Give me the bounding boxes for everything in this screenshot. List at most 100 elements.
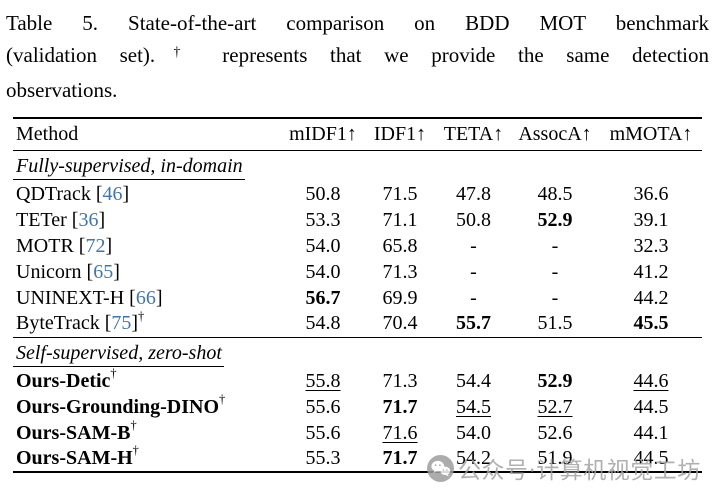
metric-value-cell: 52.6 — [510, 420, 600, 446]
metric-value-cell: 53.3 — [283, 207, 363, 233]
metric-value: 50.8 — [305, 182, 341, 205]
metric-value: 54.5 — [456, 395, 491, 418]
method-name: Unicorn — [16, 260, 82, 283]
dagger-symbol: † — [156, 43, 198, 59]
metric-value-cell: 71.1 — [363, 207, 437, 233]
metric-value-cell: 71.3 — [363, 259, 437, 285]
metric-value-cell: 70.4 — [363, 311, 437, 337]
metric-value: - — [470, 234, 477, 257]
metric-value-cell: 50.8 — [437, 207, 510, 233]
metric-value: 70.4 — [382, 312, 418, 335]
metric-value: 44.5 — [633, 395, 669, 418]
method-cell: MOTR [72] — [13, 233, 283, 259]
metric-value: 39.1 — [633, 208, 669, 231]
metric-value-cell: 44.2 — [600, 285, 702, 311]
metric-value: 45.5 — [633, 312, 669, 335]
metric-value: 55.6 — [305, 395, 341, 418]
metric-value-cell: 54.5 — [437, 394, 510, 420]
metric-value-cell: - — [510, 259, 600, 285]
metric-value: 71.7 — [382, 395, 418, 418]
metric-value: 54.0 — [305, 260, 341, 283]
metric-value: 56.7 — [305, 286, 341, 309]
table-row: TETer [36] 53.3 71.1 50.8 52.9 39.1 — [13, 207, 702, 233]
caption-line-2: (validation set).† represents that we pr… — [6, 39, 709, 74]
metric-value-cell: 45.5 — [600, 311, 702, 337]
metric-value: - — [470, 286, 477, 309]
metric-value: 71.3 — [382, 260, 418, 283]
table-caption: Table 5. State-of-the-art comparison on … — [6, 7, 709, 106]
metric-value: 71.6 — [382, 421, 418, 444]
citation-number: 72 — [85, 234, 106, 257]
metric-value-cell: 55.8 — [283, 368, 363, 394]
section-heading: Self-supervised, zero-shot — [13, 342, 224, 367]
metric-value: - — [470, 260, 477, 283]
section-heading-cell: Fully-supervised, in-domain — [13, 150, 702, 181]
section-heading: Fully-supervised, in-domain — [13, 155, 245, 180]
metric-value-cell: 55.6 — [283, 394, 363, 420]
metric-value-cell: 47.8 — [437, 181, 510, 207]
metric-value-cell: 71.7 — [363, 446, 437, 472]
col-header-teta: TETA↑ — [443, 122, 504, 145]
method-cell: TETer [36] — [13, 207, 283, 233]
method-name: MOTR — [16, 234, 74, 257]
method-name: TETer — [16, 208, 67, 231]
citation-number: 46 — [102, 182, 123, 205]
metric-value: 55.7 — [456, 312, 491, 335]
metric-value-cell: - — [510, 285, 600, 311]
method-cell: Unicorn [65] — [13, 259, 283, 285]
metric-value: 50.8 — [456, 208, 491, 231]
citation: [65] — [81, 260, 120, 283]
caption-line-3: observations. — [6, 78, 118, 102]
metric-value: 47.8 — [456, 182, 491, 205]
metric-value-cell: 54.8 — [283, 311, 363, 337]
metric-value-cell: 52.7 — [510, 394, 600, 420]
metric-value: 44.6 — [633, 369, 669, 392]
metric-value-cell: - — [437, 233, 510, 259]
metric-value-cell: 71.5 — [363, 181, 437, 207]
table-row: Unicorn [65] 54.0 71.3 - - 41.2 — [13, 259, 702, 285]
metric-value-cell: 69.9 — [363, 285, 437, 311]
metric-value: 52.9 — [537, 369, 573, 392]
metric-value: 44.1 — [633, 421, 669, 444]
section-row: Fully-supervised, in-domain — [13, 150, 702, 181]
section-heading-cell: Self-supervised, zero-shot — [13, 337, 702, 368]
metric-value: 69.9 — [382, 286, 418, 309]
metric-value-cell: 54.4 — [437, 368, 510, 394]
table-row: Ours-Grounding-DINO† 55.6 71.7 54.5 52.7 44.5 — [13, 393, 702, 420]
dagger-mark: † — [110, 365, 117, 380]
citation: [66] — [124, 286, 163, 309]
metric-value: 71.3 — [382, 369, 418, 392]
metric-value: 36.6 — [633, 182, 669, 205]
metric-value: 51.5 — [537, 312, 573, 335]
caption-line-1: Table 5. State-of-the-art comparison on … — [6, 11, 709, 35]
table-row: QDTrack [46] 50.8 71.5 47.8 48.5 36.6 — [13, 181, 702, 207]
table-row: MOTR [72] 54.0 65.8 - - 32.3 — [13, 233, 702, 259]
metric-value-cell: 48.5 — [510, 181, 600, 207]
metric-value: 48.5 — [537, 182, 573, 205]
citation-number: 75 — [111, 312, 132, 335]
results-table: Method mIDF1↑ IDF1↑ TETA↑ AssocA↑ mMOTA↑… — [13, 117, 702, 473]
method-name: Ours-SAM-B — [16, 421, 131, 444]
metric-value-cell: 52.9 — [510, 368, 600, 394]
caption-line-2-after: represents that we provide the same dete… — [199, 43, 710, 67]
method-name: UNINEXT-H — [16, 286, 125, 309]
table-row: ByteTrack [75]† 54.8 70.4 55.7 51.5 45.5 — [13, 310, 702, 337]
dagger-mark: † — [130, 417, 137, 432]
metric-value-cell: 41.2 — [600, 259, 702, 285]
metric-value: 44.2 — [633, 286, 669, 309]
metric-value: 52.7 — [537, 395, 573, 418]
metric-value: 53.3 — [305, 208, 341, 231]
metric-value-cell: 50.8 — [283, 181, 363, 207]
metric-value-cell: 71.3 — [363, 368, 437, 394]
method-name: Ours-SAM-H — [16, 447, 133, 469]
citation: [75] — [99, 312, 139, 335]
metric-value: 54.4 — [456, 369, 491, 392]
table-row: Ours-SAM-B† 55.6 71.6 54.0 52.6 44.1 — [13, 417, 702, 446]
method-cell: Ours-Detic† — [13, 365, 283, 394]
metric-value: 54.8 — [305, 312, 341, 335]
caption-line-2-before: (validation set). — [6, 43, 156, 67]
metric-value-cell: 36.6 — [600, 181, 702, 207]
method-cell: Ours-Grounding-DINO† — [13, 393, 283, 420]
citation: [46] — [90, 182, 130, 205]
metric-value: 54.0 — [456, 421, 491, 444]
